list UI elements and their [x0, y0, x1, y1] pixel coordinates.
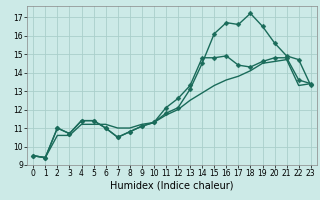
- X-axis label: Humidex (Indice chaleur): Humidex (Indice chaleur): [110, 181, 234, 191]
